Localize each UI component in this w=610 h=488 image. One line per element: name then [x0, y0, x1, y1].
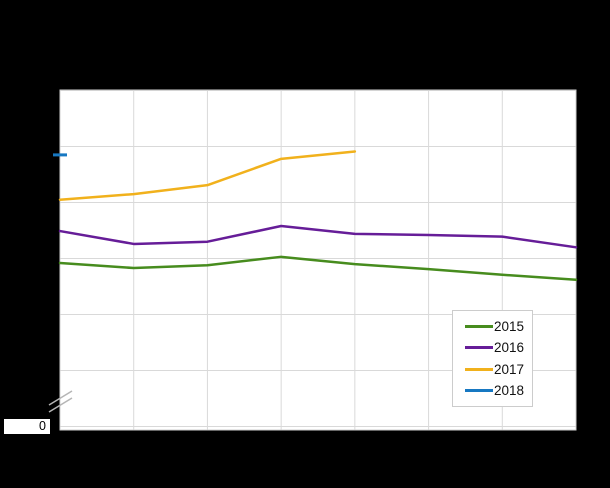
legend-swatch-2017 [465, 367, 493, 371]
legend-label-2017: 2017 [494, 361, 525, 377]
legend-item-2016[interactable]: 2016 [465, 340, 528, 355]
plot-border [59, 89, 577, 431]
series-line-2016 [58, 224, 578, 249]
legend-swatch-2016 [465, 346, 493, 350]
axis-break-mark [48, 390, 73, 406]
legend-label-2016: 2016 [494, 340, 525, 356]
axis-break-mark [48, 397, 73, 413]
legend-item-2015[interactable]: 2015 [465, 319, 528, 334]
legend: 2015 2016 2017 2018 [452, 310, 533, 407]
legend-label-2018: 2018 [494, 382, 525, 398]
legend-swatch-2015 [465, 325, 493, 329]
y-axis-zero-label: 0 [4, 419, 50, 434]
legend-item-2017[interactable]: 2017 [465, 362, 528, 377]
legend-swatch-2018 [465, 388, 493, 392]
series-line-2015 [58, 255, 578, 282]
legend-item-2018[interactable]: 2018 [465, 383, 528, 398]
legend-label-2015: 2015 [494, 319, 525, 335]
series-line-2017 [58, 150, 357, 201]
